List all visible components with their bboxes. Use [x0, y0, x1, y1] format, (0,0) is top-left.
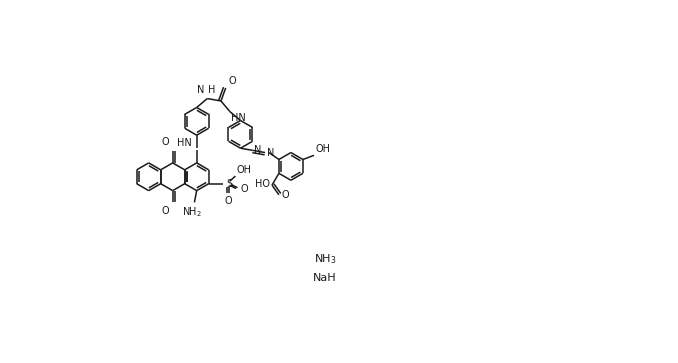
Text: OH: OH	[237, 164, 252, 175]
Text: O: O	[241, 184, 248, 194]
Text: O: O	[225, 196, 233, 207]
Text: O: O	[282, 190, 290, 200]
Text: O: O	[162, 137, 170, 147]
Text: O: O	[162, 206, 170, 216]
Text: N: N	[266, 147, 274, 158]
Text: HN: HN	[231, 113, 246, 123]
Text: N: N	[197, 85, 204, 95]
Text: HN: HN	[176, 138, 191, 148]
Text: NH$_3$: NH$_3$	[314, 252, 336, 266]
Text: S: S	[226, 179, 233, 189]
Text: NaH: NaH	[313, 273, 337, 284]
Text: H: H	[208, 85, 216, 95]
Text: N: N	[254, 145, 262, 155]
Text: NH$_2$: NH$_2$	[182, 205, 202, 219]
Text: HO: HO	[255, 179, 270, 189]
Text: OH: OH	[315, 144, 331, 154]
Text: O: O	[228, 76, 237, 86]
